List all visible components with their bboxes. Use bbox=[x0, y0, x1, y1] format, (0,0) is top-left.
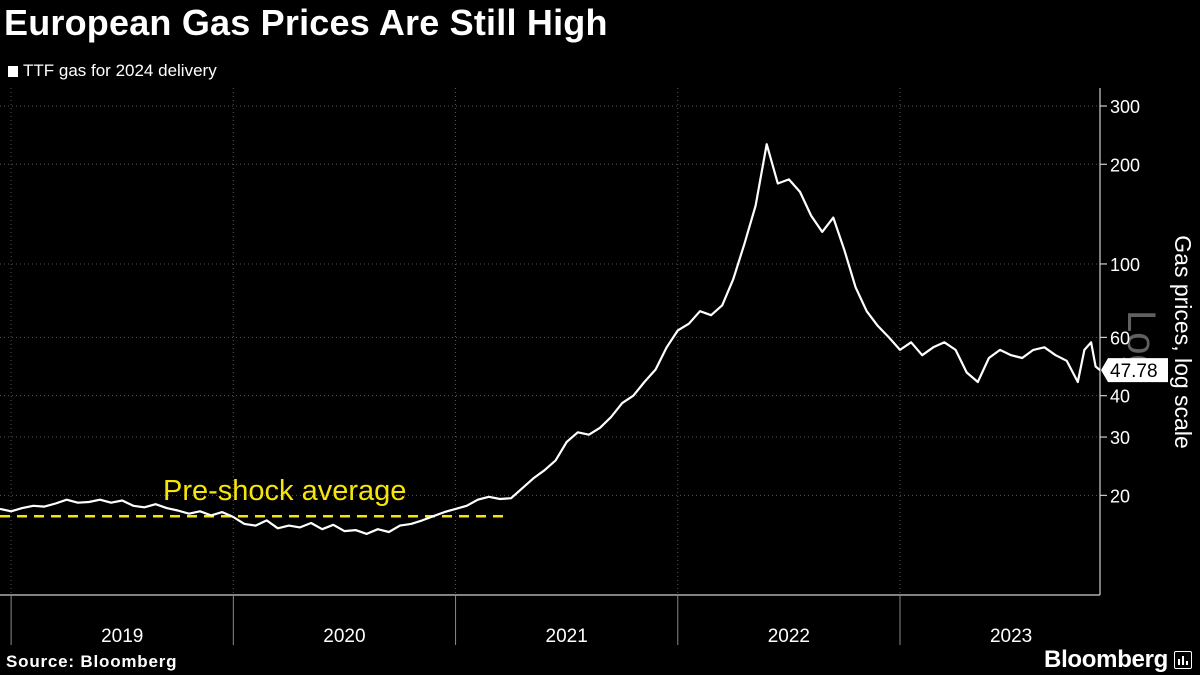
series-line bbox=[0, 143, 1101, 535]
legend-swatch bbox=[8, 65, 18, 77]
last-value-label: 47.78 bbox=[1110, 361, 1158, 382]
y-tick-label: 200 bbox=[1110, 155, 1140, 175]
last-value-background bbox=[1101, 358, 1168, 383]
y-ticks: 20 30 40 60 100 200 300 bbox=[1100, 97, 1140, 506]
legend: TTF gas for 2024 delivery bbox=[8, 61, 217, 81]
last-value-tag: 47.78 bbox=[1101, 358, 1168, 383]
bloomberg-logo-icon bbox=[1174, 651, 1192, 669]
x-tick-label: 2021 bbox=[546, 626, 588, 647]
y-tick-label: 30 bbox=[1110, 428, 1130, 448]
x-tick-label: 2022 bbox=[768, 626, 810, 647]
brand: Bloomberg bbox=[1044, 646, 1192, 674]
brand-name: Bloomberg bbox=[1044, 646, 1168, 673]
x-tick-label: 2023 bbox=[990, 626, 1032, 647]
y-tick-label: 20 bbox=[1110, 486, 1130, 506]
x-ticks: 2019 2020 2021 2022 2023 bbox=[10, 595, 1032, 647]
legend-label: TTF gas for 2024 delivery bbox=[23, 61, 217, 80]
y-tick-label: 100 bbox=[1110, 255, 1140, 275]
x-tick-label: 2020 bbox=[323, 626, 365, 647]
y-tick-label: 300 bbox=[1110, 97, 1140, 117]
axes bbox=[0, 88, 1101, 596]
source-note: Source: Bloomberg bbox=[6, 652, 178, 671]
y-tick-label: 40 bbox=[1110, 387, 1130, 407]
y-tick-label: 60 bbox=[1110, 328, 1130, 348]
grid bbox=[0, 88, 1100, 595]
reference-label: Pre-shock average bbox=[163, 475, 406, 507]
chart-title: European Gas Prices Are Still High bbox=[4, 2, 608, 43]
y-axis-title: Gas prices, log scale bbox=[1170, 235, 1196, 448]
x-tick-label: 2019 bbox=[101, 626, 143, 647]
